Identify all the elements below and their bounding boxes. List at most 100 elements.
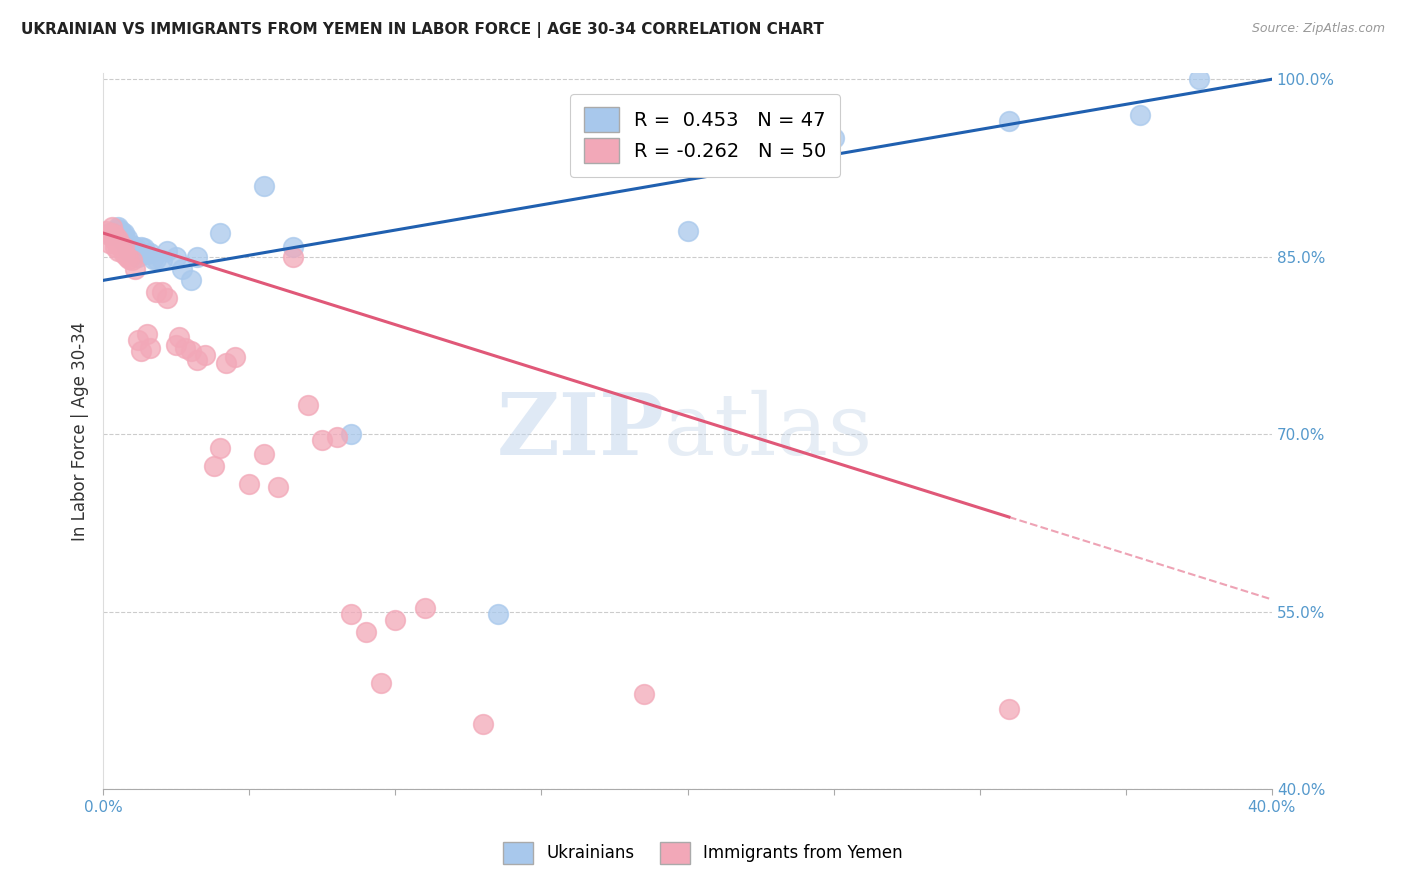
Point [180, 273, 202, 287]
Point [145, 285, 167, 300]
Point [165, 338, 187, 352]
Point [208, 442, 231, 456]
Point [104, 235, 127, 249]
Text: UKRAINIAN VS IMMIGRANTS FROM YEMEN IN LABOR FORCE | AGE 30-34 CORRELATION CHART: UKRAINIAN VS IMMIGRANTS FROM YEMEN IN LA… [21, 22, 824, 38]
Point [384, 613, 406, 627]
Point [101, 226, 124, 240]
Text: atlas: atlas [664, 390, 873, 473]
Point [340, 427, 363, 442]
Point [107, 244, 129, 258]
Point [267, 480, 290, 494]
Point [118, 238, 141, 252]
Point [145, 252, 167, 266]
Point [170, 261, 193, 276]
Point [104, 228, 127, 243]
Point [297, 398, 319, 412]
Point [132, 241, 155, 255]
Point [215, 356, 238, 370]
Point [127, 250, 149, 264]
Point [115, 240, 138, 254]
Point [370, 675, 392, 690]
Point [112, 229, 135, 244]
Point [486, 607, 509, 621]
Point [124, 247, 146, 261]
Point [110, 238, 132, 252]
Point [156, 291, 179, 305]
Point [112, 247, 135, 261]
Point [136, 326, 159, 341]
Point [98, 226, 121, 240]
Point [165, 250, 187, 264]
Point [676, 224, 699, 238]
Point [413, 601, 436, 615]
Point [101, 220, 124, 235]
Point [150, 285, 173, 300]
Point [107, 238, 129, 252]
Point [107, 232, 129, 246]
Point [253, 178, 276, 193]
Point [104, 240, 127, 254]
Point [180, 344, 202, 359]
Point [121, 238, 143, 252]
Point [104, 228, 127, 243]
Point [112, 240, 135, 254]
Point [150, 253, 173, 268]
Point [186, 250, 208, 264]
Point [998, 113, 1021, 128]
Text: ZIP: ZIP [496, 389, 664, 474]
Point [118, 252, 141, 266]
Point [136, 247, 159, 261]
Point [107, 220, 129, 235]
Point [142, 252, 165, 266]
Point [115, 238, 138, 252]
Point [110, 231, 132, 245]
Point [208, 226, 231, 240]
Point [129, 344, 152, 359]
Point [115, 250, 138, 264]
Legend: R =  0.453   N = 47, R = -0.262   N = 50: R = 0.453 N = 47, R = -0.262 N = 50 [569, 94, 839, 177]
Point [998, 701, 1021, 715]
Point [127, 333, 149, 347]
Point [633, 688, 655, 702]
Point [202, 459, 225, 474]
Point [118, 244, 141, 258]
Point [167, 330, 190, 344]
Point [110, 226, 132, 240]
Point [1188, 72, 1211, 87]
Legend: Ukrainians, Immigrants from Yemen: Ukrainians, Immigrants from Yemen [496, 836, 910, 871]
Text: Source: ZipAtlas.com: Source: ZipAtlas.com [1251, 22, 1385, 36]
Point [129, 240, 152, 254]
Point [253, 447, 276, 461]
Point [472, 717, 495, 731]
Point [174, 341, 197, 355]
Point [139, 246, 162, 260]
Point [110, 226, 132, 240]
Point [107, 222, 129, 236]
Point [101, 228, 124, 243]
Point [281, 240, 304, 254]
Point [124, 261, 146, 276]
Point [1129, 108, 1152, 122]
Point [326, 429, 349, 443]
Point [224, 351, 246, 365]
Point [107, 226, 129, 240]
Point [823, 131, 845, 145]
Point [121, 253, 143, 268]
Point [110, 224, 132, 238]
Point [139, 341, 162, 355]
Point [127, 244, 149, 258]
Point [115, 231, 138, 245]
Point [238, 476, 260, 491]
Point [112, 226, 135, 240]
Point [124, 240, 146, 254]
Point [156, 244, 179, 258]
Point [112, 235, 135, 249]
Point [94, 224, 117, 238]
Point [98, 228, 121, 243]
Y-axis label: In Labor Force | Age 30-34: In Labor Force | Age 30-34 [72, 322, 89, 541]
Point [98, 235, 121, 250]
Point [186, 352, 208, 367]
Point [311, 433, 333, 447]
Point [194, 348, 217, 362]
Point [354, 624, 377, 639]
